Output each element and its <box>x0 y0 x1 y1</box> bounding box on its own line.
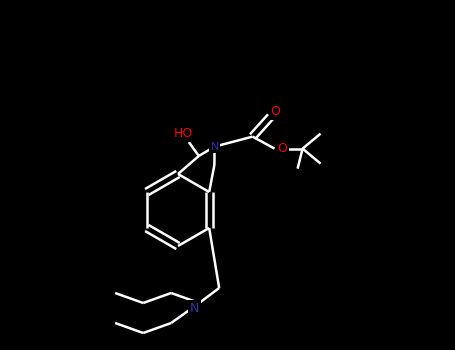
Text: HO: HO <box>174 127 193 140</box>
Text: O: O <box>271 105 281 118</box>
Text: N: N <box>189 301 199 315</box>
Text: N: N <box>210 142 219 152</box>
Text: O: O <box>278 142 288 155</box>
